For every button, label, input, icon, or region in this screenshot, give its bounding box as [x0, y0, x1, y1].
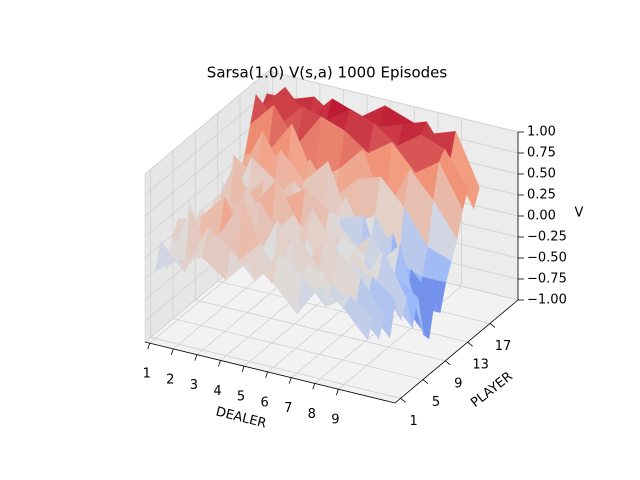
y-tick-label: 9: [454, 376, 462, 391]
z-tick-label: −0.25: [527, 230, 567, 245]
y-tick-label: 13: [472, 358, 489, 373]
x-tick-label: 6: [261, 395, 269, 410]
z-grid-line: [144, 91, 269, 196]
z-tick-label: 0.25: [527, 188, 556, 203]
z-tick-label: 0.00: [527, 209, 556, 224]
surface-face: [343, 295, 374, 341]
y-tick-label: 5: [432, 395, 440, 410]
x-tick-label: 4: [213, 384, 221, 399]
z-tick-label: 0.75: [527, 146, 556, 161]
x-tick-label: 1: [143, 367, 151, 382]
z-grid-line: [144, 112, 269, 217]
y-tick-mark: [422, 379, 429, 384]
x-tick-label: 8: [308, 407, 316, 422]
x-tick-mark: [170, 348, 174, 356]
z-grid-line: [144, 70, 269, 175]
x-tick-label: 2: [166, 372, 174, 387]
z-tick-label: −0.50: [527, 251, 567, 266]
z-grid-line: [267, 70, 519, 133]
x-tick-mark: [336, 389, 339, 396]
x-tick-label: 7: [284, 401, 292, 416]
y-tick-mark: [400, 398, 406, 403]
axis-lines: [144, 132, 519, 404]
z-axis-label: V: [575, 206, 584, 221]
y-grid-line: [172, 318, 424, 380]
surface: [155, 87, 480, 341]
x-tick-mark: [218, 360, 221, 367]
y-grid-line: [195, 299, 446, 362]
y-tick-label: 1: [409, 414, 417, 429]
x-tick-mark: [147, 343, 151, 350]
x-tick-mark: [241, 366, 245, 373]
x-tick-label: 3: [190, 378, 198, 393]
y-tick-mark: [467, 341, 473, 347]
y-tick-label: 17: [495, 339, 512, 354]
chart-title: Sarsa(1.0) V(s,a) 1000 Episodes: [207, 64, 448, 82]
z-tick-label: −0.75: [527, 272, 567, 287]
y-tick-mark: [489, 323, 496, 328]
x-tick-mark: [265, 371, 269, 379]
x-tick-label: 9: [331, 413, 339, 428]
y-tick-mark: [445, 360, 451, 366]
axes: 1 2 3 4 5 6 7 8 9 1591317−1.00−0.75−0.50−0.250.00…: [143, 125, 567, 429]
z-tick-label: 0.50: [527, 167, 556, 182]
y-grid-line: [150, 336, 401, 399]
z-tick-label: −1.00: [527, 293, 567, 308]
x-tick-mark: [312, 383, 316, 390]
x-tick-mark: [288, 377, 292, 384]
z-tick-label: 1.00: [527, 125, 556, 140]
x-tick-label: 5: [237, 390, 245, 405]
x-tick-mark: [194, 354, 198, 361]
